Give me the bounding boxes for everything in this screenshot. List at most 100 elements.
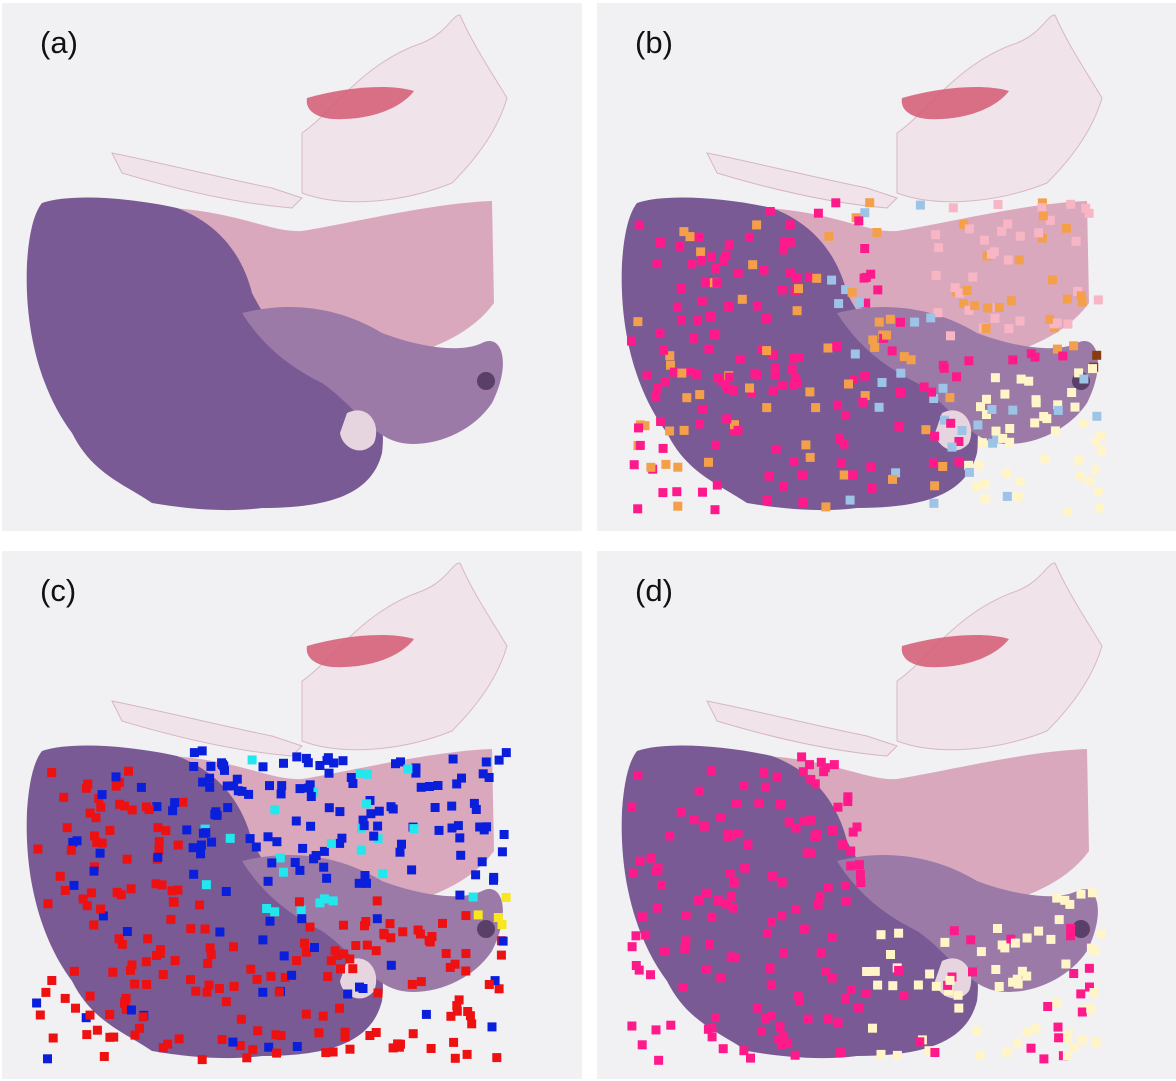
patch-marker [447,823,457,833]
patch-marker [767,871,777,881]
patch-marker [340,1032,350,1042]
patch-marker [628,868,638,878]
patch-marker [198,828,208,838]
patch-marker [1069,1043,1079,1053]
patch-marker [724,302,734,311]
patch-marker [652,383,662,393]
patch-marker [778,1032,788,1042]
patch-marker [637,1040,647,1050]
patch-marker [217,1035,227,1044]
patch-marker [728,903,738,913]
patch-marker [461,966,471,976]
patch-marker [471,870,481,880]
patch-marker [646,970,655,980]
patch-marker [940,415,949,425]
patch-marker [832,341,842,351]
patch-marker [153,823,163,833]
patch-marker [306,792,316,801]
patch-marker [948,203,958,213]
patch-marker [173,840,183,850]
patch-marker [716,973,726,983]
patch-marker [833,400,843,410]
patch-marker [828,826,837,835]
patch-marker [309,854,319,864]
patch-marker [847,287,857,297]
patch-marker [827,932,837,942]
blood-clot [306,87,414,120]
patch-marker [276,789,286,799]
patch-marker [1024,376,1034,386]
patch-marker [640,421,650,431]
patch-marker [195,900,204,910]
patch-marker [253,1026,263,1036]
patch-marker [372,914,382,924]
patch-marker [1085,982,1094,992]
patch-marker [834,299,844,309]
patch-marker [1040,454,1050,464]
patch-marker [337,833,347,843]
patch-marker [499,830,509,839]
patch-marker [85,1010,95,1020]
patch-marker [455,833,465,843]
tissue-slide-image [26,14,508,511]
patch-marker [197,1055,207,1065]
connective-tissue [896,14,1103,203]
patch-marker [805,387,815,397]
patch-marker [206,950,216,960]
patch-marker [155,948,165,958]
patch-marker [748,260,758,270]
patch-marker [1092,350,1102,360]
patch-marker [891,468,901,478]
patch-marker [633,317,643,327]
patch-marker [689,333,699,343]
patch-marker [964,305,974,315]
patch-marker [701,888,711,898]
patch-marker [972,482,982,492]
patch-marker [1093,295,1103,305]
patch-marker [221,887,231,896]
patch-marker [328,1047,338,1057]
patch-marker [1002,1047,1012,1057]
patch-marker [655,238,665,247]
patch-marker [204,980,214,990]
patch-marker [860,391,870,401]
patch-marker [223,803,233,813]
patch-marker [154,845,164,855]
patch-marker [415,929,425,939]
patch-marker [1066,931,1075,941]
patch-marker [43,1054,52,1064]
patch-marker [819,767,829,777]
patch-marker [701,965,711,974]
patch-marker [1094,503,1104,513]
patch-marker [1091,465,1100,475]
patch-marker [338,756,348,766]
patch-marker [854,298,864,307]
patch-marker [658,443,668,453]
patch-marker [991,426,1001,436]
patch-marker [203,959,213,968]
patch-marker [1003,219,1013,229]
patch-marker [885,314,895,324]
patch-marker [703,1024,713,1034]
patch-marker [673,501,683,511]
patch-marker [292,752,302,762]
patch-marker [767,1011,777,1021]
patch-marker [915,200,925,210]
patch-marker [685,367,695,377]
patch-marker [627,336,636,346]
patch-marker [964,224,974,234]
patch-marker [1074,455,1084,465]
patch-marker [707,912,717,922]
patch-marker [265,781,274,791]
muscle-layer [767,201,1089,363]
patch-marker [258,935,268,945]
patch-marker [221,997,231,1007]
patch-marker [219,761,229,771]
patch-marker [804,272,814,282]
patch-marker [292,956,302,966]
patch-marker [766,980,776,990]
patch-marker [955,288,965,298]
patch-marker [637,912,647,922]
patch-marker [465,1011,475,1021]
patch-marker [946,331,955,341]
